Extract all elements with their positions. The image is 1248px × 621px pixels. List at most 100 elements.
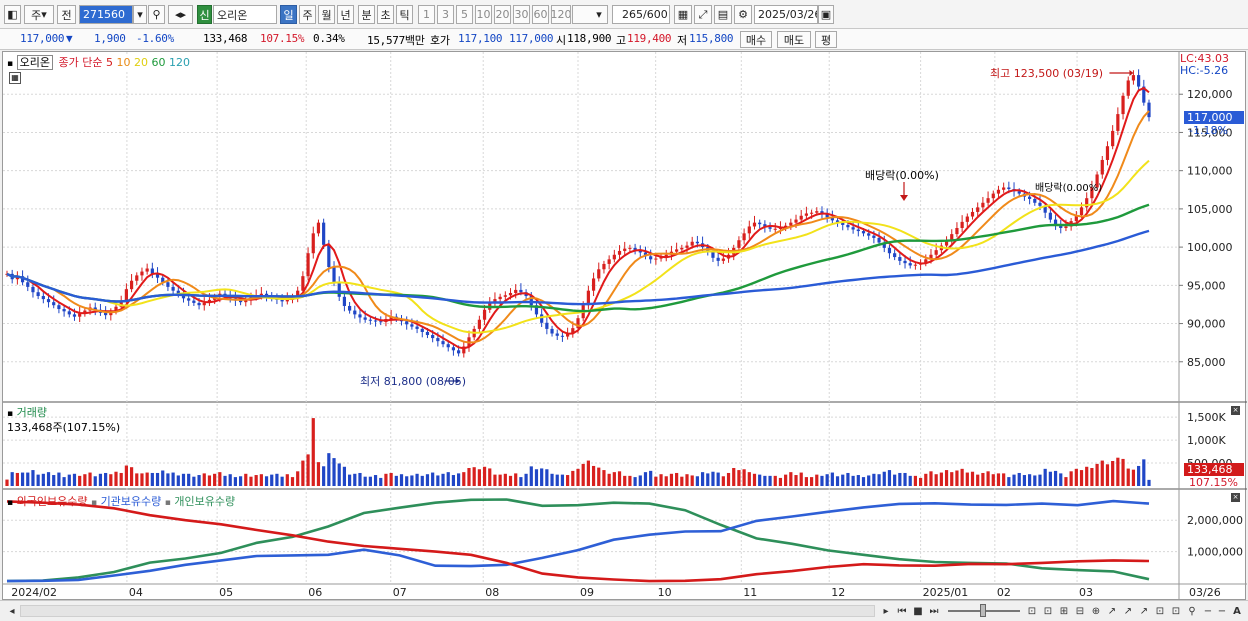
- tool-icon-1[interactable]: ⊡: [1027, 605, 1037, 617]
- volume-bar: [332, 458, 336, 486]
- interval-3[interactable]: 3: [437, 5, 454, 24]
- speaker-icon[interactable]: ◂▸: [168, 5, 193, 24]
- volume-bar: [623, 475, 627, 486]
- tool-icon-4[interactable]: ⊟: [1075, 605, 1085, 617]
- volume-bar: [1074, 468, 1078, 486]
- volume-bar: [1105, 464, 1110, 486]
- holdings-toggle-icon[interactable]: ▪: [7, 498, 14, 508]
- current-price: 117,000: [20, 32, 65, 45]
- period-tick[interactable]: 틱: [396, 5, 413, 24]
- market-select[interactable]: 주 ▾: [24, 5, 54, 24]
- pattern-icon[interactable]: ⊡: [1155, 605, 1165, 617]
- draw-tool-icon[interactable]: ⤢: [694, 5, 712, 24]
- candle-body: [950, 234, 954, 241]
- candle-body: [768, 227, 772, 229]
- volume-bar: [1111, 460, 1115, 486]
- wave-line-icon[interactable]: ↗: [1139, 605, 1149, 617]
- buy-button[interactable]: 매수: [740, 31, 772, 48]
- dividend-marker-arrowhead: [900, 195, 908, 201]
- volume-bar: [368, 476, 372, 486]
- volume-bar: [244, 473, 248, 486]
- period-week[interactable]: 주: [299, 5, 316, 24]
- candle-body: [187, 298, 191, 301]
- candle-body: [893, 253, 897, 258]
- period-day[interactable]: 일: [280, 5, 297, 24]
- fan-line-icon[interactable]: ↗: [1123, 605, 1133, 617]
- interval-custom-select[interactable]: ▾: [572, 5, 608, 24]
- chart-canvas[interactable]: 2024/02 04 05 06 07 08 09 10 11 12 2025/01 02 03 03/2…: [3, 52, 1247, 601]
- chart-scroll-bar[interactable]: ◂ ▸ ⏮ ■ ⏭ ⊡ ⊡ ⊞ ⊟ ⊕ ↗ ↗ ↗ ⊡ ⊡ ⚲ − − A: [0, 600, 1248, 621]
- period-year[interactable]: 년: [337, 5, 354, 24]
- code-dropdown-icon[interactable]: ▾: [133, 5, 147, 24]
- tool-icon-5[interactable]: ⊕: [1091, 605, 1101, 617]
- legend-toggle-icon[interactable]: ▪: [7, 59, 14, 69]
- dividend-annotation-2: 배당락(0.00%): [1035, 183, 1103, 194]
- period-minute[interactable]: 분: [358, 5, 375, 24]
- candle-body: [929, 254, 933, 260]
- volume-bar: [924, 473, 928, 486]
- interval-20[interactable]: 20: [494, 5, 511, 24]
- calendar-icon[interactable]: ▣: [818, 5, 834, 24]
- sell-button[interactable]: 매도: [777, 31, 811, 48]
- indicator-icon[interactable]: ▦: [674, 5, 692, 24]
- volume-bar: [218, 472, 222, 486]
- candle-body: [924, 259, 928, 264]
- scroll-left-icon[interactable]: ◂: [9, 605, 15, 617]
- volume-bar: [373, 475, 378, 486]
- first-page-icon[interactable]: ⏮: [897, 605, 907, 617]
- last-page-icon[interactable]: ⏭: [929, 605, 939, 617]
- interval-1[interactable]: 1: [418, 5, 435, 24]
- candle-body: [586, 290, 590, 306]
- compare-icon[interactable]: ▤: [714, 5, 732, 24]
- holdings-close-icon[interactable]: ×: [1231, 493, 1240, 502]
- volume-bar: [872, 473, 876, 486]
- candle-body: [322, 222, 326, 245]
- period-second[interactable]: 초: [377, 5, 394, 24]
- volume-close-icon[interactable]: ×: [1231, 406, 1240, 415]
- candle-body: [83, 310, 87, 314]
- volume-bar: [57, 472, 61, 486]
- scroll-right-icon[interactable]: ▸: [883, 605, 889, 617]
- stock-name-field[interactable]: 오리온: [213, 5, 277, 24]
- tool-icon-2[interactable]: ⊡: [1043, 605, 1053, 617]
- stop-icon[interactable]: ■: [913, 605, 923, 617]
- interval-5[interactable]: 5: [456, 5, 473, 24]
- volume-bar: [1079, 470, 1084, 486]
- volume-bar: [482, 466, 487, 486]
- y-tick-label: 120,000: [1187, 88, 1233, 101]
- candle-body: [192, 300, 196, 303]
- interval-10[interactable]: 10: [475, 5, 492, 24]
- chart-menu-icon[interactable]: ◧: [4, 5, 21, 24]
- chart-area[interactable]: 2024/02 04 05 06 07 08 09 10 11 12 2025/01 02 03 03/2…: [2, 51, 1247, 601]
- date-field[interactable]: 2025/03/26: [754, 5, 818, 24]
- volume-toggle-icon[interactable]: ▪: [7, 409, 14, 419]
- candle-body: [482, 309, 487, 320]
- candle-body: [145, 268, 149, 272]
- gear-icon[interactable]: ⚙: [734, 5, 752, 24]
- x-tick-label: 03/26: [1189, 586, 1221, 599]
- zoom-in-icon[interactable]: ⚲: [1188, 605, 1196, 617]
- count-field[interactable]: 265/600: [612, 5, 670, 24]
- candle-body: [794, 219, 798, 223]
- copy-icon[interactable]: ⊡: [1171, 605, 1181, 617]
- volume-panel-title: ▪ 거래량: [7, 404, 47, 420]
- trend-line-icon[interactable]: ↗: [1107, 605, 1117, 617]
- volume-bar: [1007, 477, 1011, 486]
- zoom-out-icon[interactable]: −: [1203, 605, 1213, 617]
- x-tick-label: 06: [308, 586, 322, 599]
- reset-icon[interactable]: −: [1217, 605, 1227, 617]
- period-month[interactable]: 월: [318, 5, 335, 24]
- interval-60[interactable]: 60: [532, 5, 549, 24]
- tool-icon-3[interactable]: ⊞: [1059, 605, 1069, 617]
- search-icon[interactable]: ⚲: [148, 5, 165, 24]
- stock-code-input[interactable]: 271560: [79, 5, 133, 24]
- grid-toggle-icon[interactable]: ▦: [9, 72, 21, 84]
- interval-30[interactable]: 30: [513, 5, 530, 24]
- prev-button[interactable]: 전: [57, 5, 76, 24]
- volume-bar: [353, 473, 357, 486]
- interval-120[interactable]: 120: [551, 5, 571, 24]
- eval-button[interactable]: 평: [815, 31, 837, 48]
- text-tool-icon[interactable]: A: [1233, 605, 1241, 617]
- zoom-slider-thumb[interactable]: [980, 604, 986, 617]
- scroll-track[interactable]: [20, 605, 875, 617]
